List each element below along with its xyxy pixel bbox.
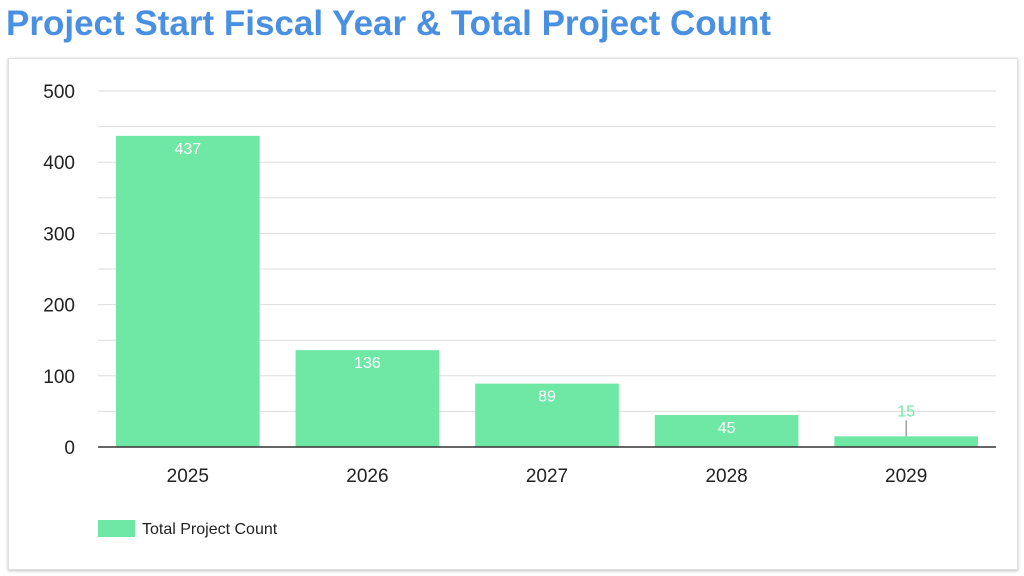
y-tick-label: 200 bbox=[43, 296, 75, 317]
data-label: 437 bbox=[174, 141, 201, 158]
y-tick-label: 100 bbox=[43, 367, 75, 388]
legend-swatch bbox=[98, 520, 135, 537]
y-tick-label: 300 bbox=[43, 224, 75, 245]
y-axis-tick-labels: 0 100 200 300 400 500 bbox=[43, 82, 75, 459]
bar[interactable] bbox=[116, 136, 260, 447]
x-tick-label: 2027 bbox=[526, 466, 568, 487]
data-label: 89 bbox=[538, 389, 556, 406]
page-title: Project Start Fiscal Year & Total Projec… bbox=[6, 2, 771, 46]
x-tick-label: 2028 bbox=[705, 466, 747, 487]
chart-card: 0 100 200 300 400 500 437 136 89 45 15 2025 2026 20… bbox=[8, 58, 1018, 570]
legend-label: Total Project Count bbox=[142, 521, 278, 538]
y-tick-label: 400 bbox=[43, 153, 75, 174]
x-axis-tick-labels: 2025 2026 2027 2028 2029 bbox=[167, 466, 928, 487]
x-tick-label: 2025 bbox=[167, 466, 209, 487]
data-label: 45 bbox=[718, 420, 736, 437]
legend[interactable]: Total Project Count bbox=[98, 520, 278, 538]
data-label: 15 bbox=[897, 403, 915, 420]
y-tick-label: 0 bbox=[64, 438, 75, 459]
x-tick-label: 2026 bbox=[346, 466, 388, 487]
bar[interactable] bbox=[834, 436, 978, 447]
x-tick-label: 2029 bbox=[885, 466, 927, 487]
data-labels: 437 136 89 45 15 bbox=[174, 141, 915, 437]
y-tick-label: 500 bbox=[43, 82, 75, 103]
data-label: 136 bbox=[354, 355, 381, 372]
